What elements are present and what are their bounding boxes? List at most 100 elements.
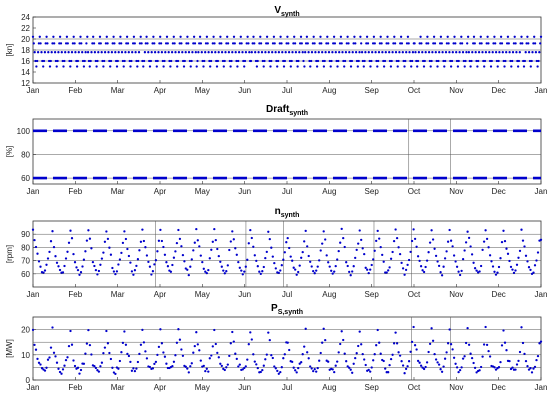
data-point xyxy=(337,249,340,253)
data-point xyxy=(276,369,279,373)
data-point xyxy=(521,341,525,345)
data-point xyxy=(276,59,280,63)
data-point xyxy=(463,65,466,68)
data-point xyxy=(384,51,387,54)
data-point xyxy=(458,368,462,372)
data-point xyxy=(71,42,75,45)
data-point xyxy=(39,363,42,366)
data-point xyxy=(174,51,177,54)
data-point xyxy=(382,260,385,263)
data-point xyxy=(129,65,132,68)
data-point xyxy=(250,338,253,341)
data-point xyxy=(472,361,475,365)
data-point xyxy=(163,253,167,256)
data-point xyxy=(354,51,358,54)
data-point xyxy=(383,59,387,63)
data-point xyxy=(213,328,216,332)
data-point xyxy=(339,241,342,244)
data-point xyxy=(406,35,410,38)
data-point xyxy=(510,65,513,68)
data-point xyxy=(499,360,502,364)
data-point xyxy=(183,59,186,63)
data-point xyxy=(289,255,292,258)
data-point xyxy=(196,343,199,346)
data-point xyxy=(340,42,343,45)
data-point xyxy=(267,51,270,54)
data-point xyxy=(243,366,246,370)
data-point xyxy=(481,248,484,252)
data-point xyxy=(366,268,369,271)
data-point xyxy=(43,269,47,272)
data-point xyxy=(172,35,175,38)
data-point xyxy=(237,51,241,54)
data-point xyxy=(487,42,490,45)
data-point xyxy=(120,42,123,45)
data-point xyxy=(291,259,294,262)
data-point xyxy=(501,51,504,54)
data-point xyxy=(282,65,286,68)
data-point xyxy=(466,326,469,330)
data-point xyxy=(72,35,75,38)
data-point xyxy=(493,270,496,273)
data-point xyxy=(387,42,390,45)
data-point xyxy=(348,366,351,369)
data-point xyxy=(312,269,315,273)
data-point xyxy=(187,42,190,45)
data-point xyxy=(364,363,367,367)
data-point xyxy=(316,366,319,370)
data-point xyxy=(252,35,255,38)
data-point xyxy=(406,263,409,267)
data-point xyxy=(67,241,71,244)
data-point xyxy=(144,42,147,45)
data-point xyxy=(142,65,145,68)
data-point xyxy=(48,65,52,68)
data-point xyxy=(347,42,350,45)
data-point xyxy=(464,341,468,345)
data-point xyxy=(133,369,137,373)
data-point xyxy=(475,269,478,272)
data-point xyxy=(413,344,417,347)
data-point xyxy=(458,273,462,277)
data-point xyxy=(45,263,48,266)
data-point xyxy=(415,59,418,63)
data-point xyxy=(114,272,117,276)
panel-4: PS,synth [MW] 0 10 20 Jan Feb Mar Apr May Jun Jul Au… xyxy=(5,303,547,392)
data-point xyxy=(60,51,63,54)
data-point xyxy=(437,59,440,63)
data-point xyxy=(391,353,394,356)
data-point xyxy=(421,366,424,369)
data-point xyxy=(448,328,451,331)
data-point xyxy=(273,261,276,265)
data-point xyxy=(473,267,477,270)
data-point xyxy=(266,42,270,45)
data-point xyxy=(149,59,153,63)
data-point xyxy=(193,241,196,244)
data-point xyxy=(370,366,373,369)
data-point xyxy=(241,51,244,54)
data-point xyxy=(297,366,300,370)
data-point xyxy=(73,42,76,45)
data-point xyxy=(374,51,377,54)
data-point xyxy=(90,247,93,250)
data-point xyxy=(360,343,363,346)
data-point xyxy=(234,51,237,54)
data-point xyxy=(260,51,264,54)
data-point xyxy=(488,51,491,54)
data-point xyxy=(268,338,271,342)
data-point xyxy=(441,51,444,54)
data-point xyxy=(524,51,527,54)
data-point xyxy=(538,342,541,345)
data-point xyxy=(394,51,398,54)
data-point xyxy=(400,42,404,45)
data-point xyxy=(300,256,303,259)
data-point xyxy=(102,251,105,254)
data-point xyxy=(194,51,197,54)
data-point xyxy=(206,42,209,45)
data-point xyxy=(106,237,110,241)
data-point xyxy=(363,59,366,63)
data-point xyxy=(36,357,39,361)
data-point xyxy=(464,241,468,244)
data-point xyxy=(77,51,80,54)
data-point xyxy=(330,59,333,63)
data-point xyxy=(494,368,498,371)
